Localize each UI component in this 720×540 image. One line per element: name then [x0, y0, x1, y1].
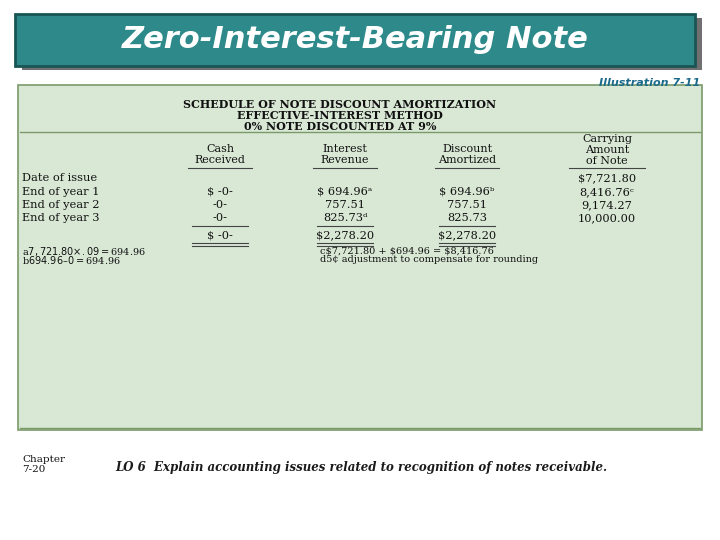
Text: Carrying: Carrying: [582, 134, 632, 144]
Text: Received: Received: [194, 155, 246, 165]
Text: Amortized: Amortized: [438, 155, 496, 165]
Text: Chapter: Chapter: [22, 456, 65, 464]
Text: 0% NOTE DISCOUNTED AT 9%: 0% NOTE DISCOUNTED AT 9%: [244, 121, 436, 132]
Text: 825.73ᵈ: 825.73ᵈ: [323, 213, 367, 223]
Text: $ -0-: $ -0-: [207, 230, 233, 240]
Text: Discount: Discount: [442, 144, 492, 154]
Text: -0-: -0-: [212, 213, 228, 223]
Text: $ 694.96ᵇ: $ 694.96ᵇ: [439, 187, 495, 197]
Text: Cash: Cash: [206, 144, 234, 154]
FancyBboxPatch shape: [18, 85, 702, 430]
FancyBboxPatch shape: [15, 14, 695, 66]
Text: LO 6  Explain accounting issues related to recognition of notes receivable.: LO 6 Explain accounting issues related t…: [115, 462, 607, 475]
Text: of Note: of Note: [586, 156, 628, 166]
Text: c$7,721.80 + $694.96 = $8,416.76: c$7,721.80 + $694.96 = $8,416.76: [320, 246, 494, 255]
Text: b$694.96 – 0 = $694.96: b$694.96 – 0 = $694.96: [22, 254, 121, 266]
Text: End of year 3: End of year 3: [22, 213, 99, 223]
Text: $7,721.80: $7,721.80: [578, 173, 636, 183]
Text: 10,000.00: 10,000.00: [578, 213, 636, 223]
Text: 757.51: 757.51: [447, 200, 487, 210]
Text: 825.73: 825.73: [447, 213, 487, 223]
Text: 9,174.27: 9,174.27: [582, 200, 632, 210]
Text: Interest: Interest: [323, 144, 367, 154]
FancyBboxPatch shape: [22, 18, 702, 70]
Text: 7-20: 7-20: [22, 465, 45, 475]
Text: SCHEDULE OF NOTE DISCOUNT AMORTIZATION: SCHEDULE OF NOTE DISCOUNT AMORTIZATION: [184, 99, 497, 110]
Text: EFFECTIVE-INTEREST METHOD: EFFECTIVE-INTEREST METHOD: [237, 110, 443, 121]
Text: $2,278.20: $2,278.20: [438, 230, 496, 240]
Text: 757.51: 757.51: [325, 200, 365, 210]
Text: a$7,721.80 × .09 = $694.96: a$7,721.80 × .09 = $694.96: [22, 245, 146, 258]
Text: Zero-Interest-Bearing Note: Zero-Interest-Bearing Note: [122, 25, 588, 55]
Text: -0-: -0-: [212, 200, 228, 210]
Text: Illustration 7-11: Illustration 7-11: [599, 78, 700, 88]
Text: d5¢ adjustment to compensate for rounding: d5¢ adjustment to compensate for roundin…: [320, 255, 538, 265]
Text: Revenue: Revenue: [320, 155, 369, 165]
Text: Amount: Amount: [585, 145, 629, 155]
Text: End of year 2: End of year 2: [22, 200, 99, 210]
Text: $2,278.20: $2,278.20: [316, 230, 374, 240]
Text: Date of issue: Date of issue: [22, 173, 97, 183]
Text: 8,416.76ᶜ: 8,416.76ᶜ: [580, 187, 634, 197]
Text: End of year 1: End of year 1: [22, 187, 99, 197]
Text: $ 694.96ᵃ: $ 694.96ᵃ: [318, 187, 373, 197]
Text: $ -0-: $ -0-: [207, 187, 233, 197]
